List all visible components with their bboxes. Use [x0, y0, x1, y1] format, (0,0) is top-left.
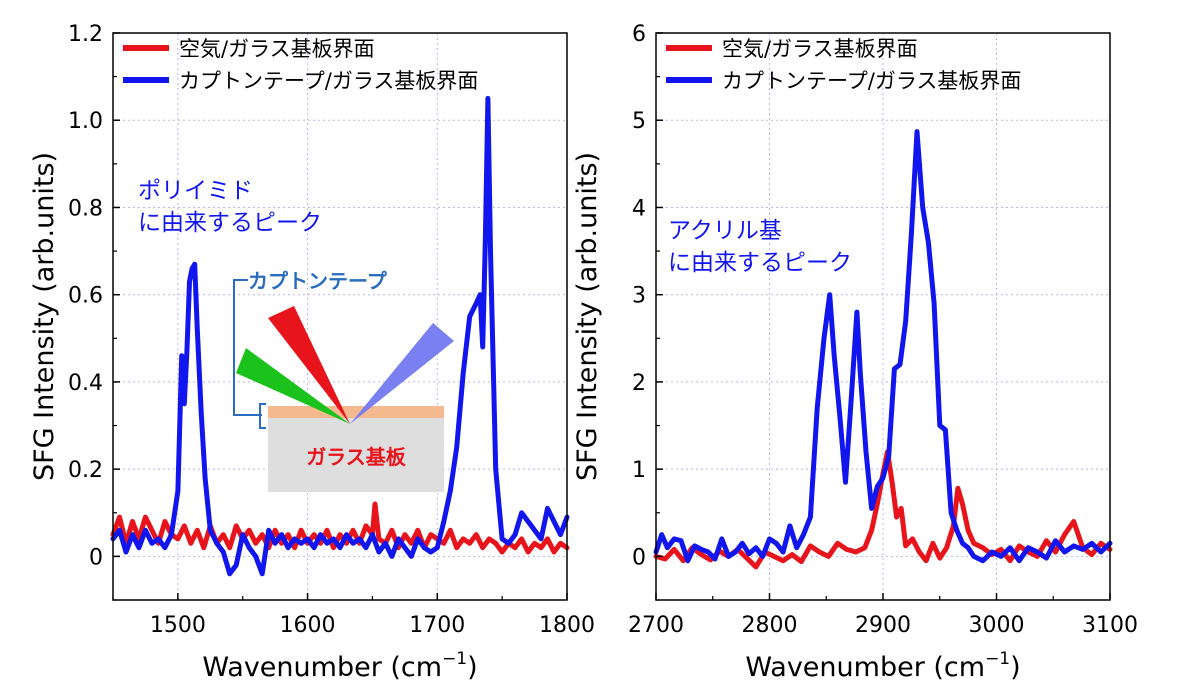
- right-legend-label-red: 空気/ガラス基板界面: [722, 37, 918, 61]
- left-axis-ticks: 1500 1600 1700 1800 0 0.2 0.4 0.6 0.8 1.0 1.2: [68, 22, 595, 638]
- right-y-tick-label-1: 1: [632, 458, 646, 483]
- right-series: [653, 129, 1113, 570]
- right-peak-label-line1: アクリル基: [668, 218, 782, 244]
- left-y-tick-label-4: 0.8: [68, 196, 103, 221]
- left-peak-label-line1: ポリイミド: [138, 178, 253, 204]
- tape-label: カプトンテープ: [248, 269, 388, 293]
- left-legend-label-blue: カプトンテープ/ガラス基板界面: [179, 69, 478, 93]
- left-x-label-main: Wavenumber (cm: [202, 652, 442, 683]
- substrate-label: ガラス基板: [306, 445, 407, 469]
- left-x-axis-label: Wavenumber (cm−1): [202, 649, 477, 683]
- right-y-tick-label-4: 4: [632, 196, 646, 221]
- right-y-tick-label-6: 6: [632, 22, 646, 47]
- right-x-tick-label-1: 2800: [742, 613, 798, 638]
- right-x-tick-label-2: 2900: [855, 613, 911, 638]
- green-incident-beam: [236, 348, 350, 424]
- left-x-tick-label-0: 1500: [150, 613, 206, 638]
- right-x-tick-label-0: 2700: [628, 613, 684, 638]
- right-grid: [656, 33, 1110, 600]
- right-y-tick-label-2: 2: [632, 371, 646, 396]
- right-x-axis-label: Wavenumber (cm−1): [745, 649, 1020, 683]
- right-chart-panel: 2700 2800 2900 3000 3100 0 1 2 3 4 5 6 空気/ガラス基板界面カプ…: [572, 22, 1138, 683]
- right-x-tick-label-4: 3100: [1082, 613, 1138, 638]
- right-y-tick-label-0: 0: [632, 545, 646, 570]
- left-y-tick-label-5: 1.0: [68, 109, 103, 134]
- right-series-blue-line: [653, 129, 1113, 564]
- left-y-tick-label-3: 0.6: [68, 284, 103, 309]
- right-x-label-main: Wavenumber (cm: [745, 652, 985, 683]
- right-x-label-close: ): [1010, 652, 1021, 683]
- kapton-tape-layer: [268, 406, 444, 418]
- left-x-tick-label-2: 1700: [409, 613, 465, 638]
- left-plot-frame: [112, 32, 568, 601]
- blue-sfg-output-beam: [350, 323, 454, 424]
- right-y-tick-label-5: 5: [632, 109, 646, 134]
- left-series: [110, 95, 570, 577]
- right-axis-ticks: 2700 2800 2900 3000 3100 0 1 2 3 4 5 6: [628, 22, 1138, 638]
- left-x-tick-label-1: 1600: [280, 613, 336, 638]
- tape-bracket-end: [259, 403, 266, 429]
- left-legend-label-red: 空気/ガラス基板界面: [179, 37, 375, 61]
- left-y-tick-label-6: 1.2: [68, 22, 103, 47]
- glass-substrate-block: [268, 418, 444, 492]
- left-y-tick-label-2: 0.4: [68, 371, 103, 396]
- left-peak-label-line2: に由来するピーク: [138, 210, 322, 236]
- left-x-label-superscript: −1: [442, 649, 467, 669]
- left-x-label-close: ): [467, 652, 478, 683]
- right-peak-label-line2: に由来するピーク: [668, 250, 852, 276]
- right-x-label-superscript: −1: [985, 649, 1010, 669]
- left-y-tick-label-1: 0.2: [68, 458, 103, 483]
- right-y-axis-label: SFG Intensity (arb.units): [572, 152, 603, 481]
- right-legend-label-blue: カプトンテープ/ガラス基板界面: [722, 69, 1021, 93]
- left-x-tick-label-3: 1800: [539, 613, 595, 638]
- right-series-red-line: [653, 449, 1113, 570]
- right-y-tick-label-3: 3: [632, 284, 646, 309]
- right-x-tick-label-3: 3000: [969, 613, 1025, 638]
- left-y-axis-label: SFG Intensity (arb.units): [29, 152, 60, 481]
- left-series-blue-line: [110, 95, 570, 577]
- red-incident-beam: [268, 306, 350, 424]
- left-y-tick-label-0: 0: [89, 545, 103, 570]
- tape-bracket-line: [233, 279, 262, 416]
